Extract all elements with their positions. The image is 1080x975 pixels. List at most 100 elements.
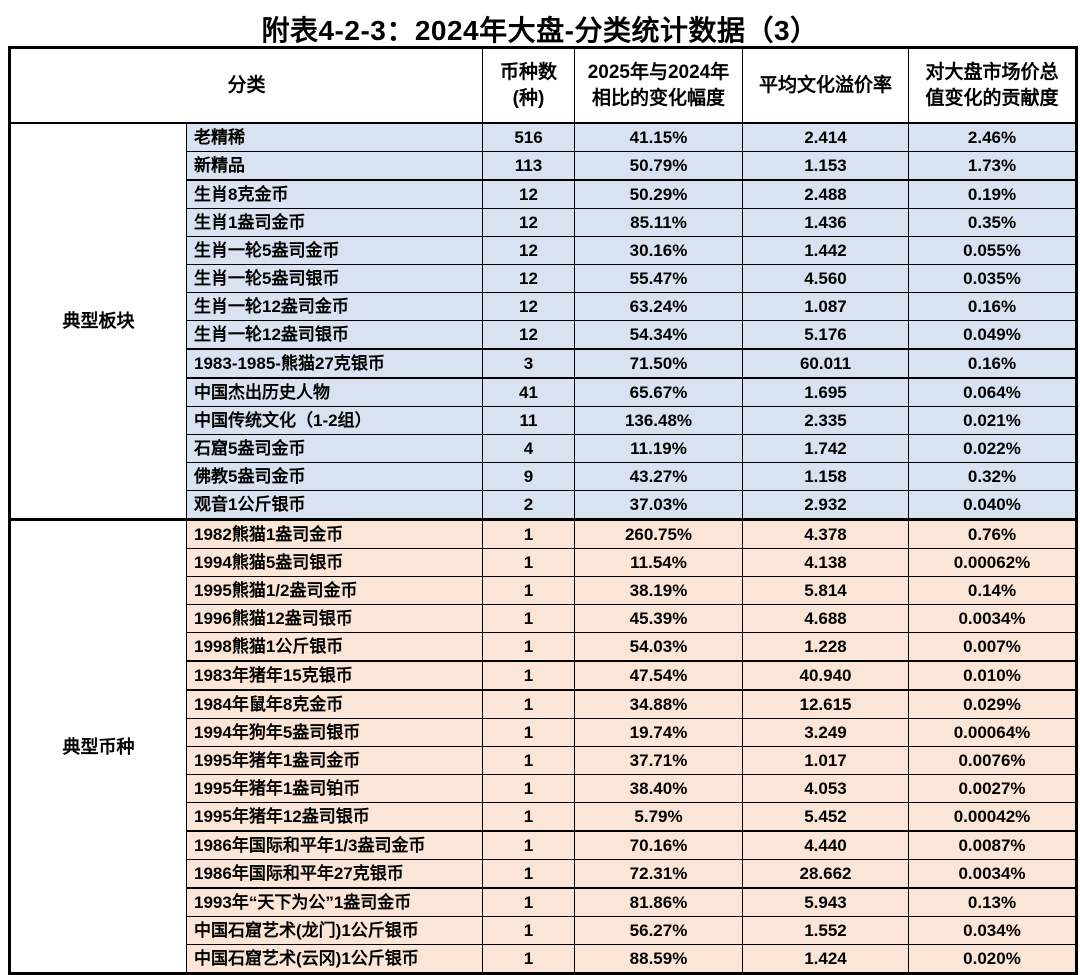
item-name-cell: 1994年狗年5盎司银币 — [186, 718, 483, 747]
item-name-cell: 老精稀 — [186, 122, 483, 152]
count-cell: 1 — [482, 802, 575, 832]
contribution-cell: 0.0034% — [908, 604, 1077, 633]
contribution-cell: 0.0076% — [908, 746, 1077, 775]
change-cell: 38.40% — [574, 774, 743, 803]
premium-cell: 2.335 — [742, 406, 909, 435]
premium-cell: 2.488 — [742, 179, 909, 209]
item-name-cell: 生肖一轮5盎司金币 — [186, 236, 483, 265]
item-name-cell: 佛教5盎司金币 — [186, 462, 483, 491]
item-name-cell: 1994熊猫5盎司银币 — [186, 548, 483, 577]
change-cell: 37.71% — [574, 746, 743, 775]
item-name-cell: 中国石窟艺术(云冈)1公斤银币 — [186, 944, 483, 975]
premium-cell: 4.053 — [742, 774, 909, 803]
premium-cell: 1.158 — [742, 462, 909, 491]
change-cell: 30.16% — [574, 236, 743, 265]
item-name-cell: 1986年国际和平年27克银币 — [186, 859, 483, 889]
table-row: 1995年猪年12盎司银币 1 5.79% 5.452 0.00042% — [10, 802, 1077, 832]
contribution-cell: 0.19% — [908, 179, 1077, 209]
change-cell: 11.19% — [574, 434, 743, 463]
contribution-cell: 0.007% — [908, 632, 1077, 662]
premium-cell: 5.452 — [742, 802, 909, 832]
item-name-cell: 生肖一轮12盎司银币 — [186, 320, 483, 350]
change-cell: 50.29% — [574, 179, 743, 209]
contribution-cell: 0.0027% — [908, 774, 1077, 803]
count-cell: 1 — [482, 660, 575, 691]
change-cell: 65.67% — [574, 377, 743, 407]
contribution-cell: 0.022% — [908, 434, 1077, 463]
contribution-cell: 0.76% — [908, 519, 1077, 549]
count-cell: 1 — [482, 746, 575, 775]
item-name-cell: 生肖一轮12盎司金币 — [186, 292, 483, 321]
item-name-cell: 1995年猪年1盎司金币 — [186, 746, 483, 775]
count-cell: 1 — [482, 944, 575, 975]
change-cell: 38.19% — [574, 576, 743, 605]
item-name-cell: 1983年猪年15克银币 — [186, 660, 483, 691]
contribution-cell: 0.35% — [908, 208, 1077, 237]
item-name-cell: 1982熊猫1盎司金币 — [186, 519, 483, 549]
header-contribution: 对大盘市场价总 值变化的贡献度 — [908, 47, 1077, 124]
contribution-cell: 2.46% — [908, 122, 1077, 152]
change-cell: 88.59% — [574, 944, 743, 975]
contribution-cell: 0.035% — [908, 264, 1077, 293]
count-cell: 113 — [482, 151, 575, 181]
count-cell: 12 — [482, 236, 575, 265]
contribution-cell: 0.040% — [908, 490, 1077, 521]
item-name-cell: 中国杰出历史人物 — [186, 377, 483, 407]
premium-cell: 2.932 — [742, 490, 909, 521]
header-premium: 平均文化溢价率 — [742, 47, 909, 124]
contribution-cell: 0.32% — [908, 462, 1077, 491]
item-name-cell: 1998熊猫1公斤银币 — [186, 632, 483, 662]
premium-cell: 4.378 — [742, 519, 909, 549]
change-cell: 50.79% — [574, 151, 743, 181]
count-cell: 1 — [482, 774, 575, 803]
premium-cell: 5.176 — [742, 320, 909, 350]
table-row: 1995年猪年1盎司铂币 1 38.40% 4.053 0.0027% — [10, 774, 1077, 803]
premium-cell: 5.814 — [742, 576, 909, 605]
premium-cell: 1.153 — [742, 151, 909, 181]
change-cell: 11.54% — [574, 548, 743, 577]
table-row: 生肖一轮12盎司金币 12 63.24% 1.087 0.16% — [10, 292, 1077, 321]
contribution-cell: 0.13% — [908, 887, 1077, 917]
contribution-cell: 0.14% — [908, 576, 1077, 605]
count-cell: 12 — [482, 320, 575, 350]
count-cell: 516 — [482, 122, 575, 152]
count-cell: 1 — [482, 859, 575, 889]
table-row: 1983-1985-熊猫27克银币 3 71.50% 60.011 0.16% — [10, 348, 1077, 379]
count-cell: 1 — [482, 548, 575, 577]
premium-cell: 4.440 — [742, 830, 909, 860]
change-cell: 72.31% — [574, 859, 743, 889]
premium-cell: 4.138 — [742, 548, 909, 577]
table-row: 观音1公斤银币 2 37.03% 2.932 0.040% — [10, 490, 1077, 521]
count-cell: 1 — [482, 887, 575, 917]
item-name-cell: 1983-1985-熊猫27克银币 — [186, 348, 483, 379]
item-name-cell: 中国传统文化（1-2组） — [186, 406, 483, 435]
item-name-cell: 生肖一轮5盎司银币 — [186, 264, 483, 293]
change-cell: 85.11% — [574, 208, 743, 237]
change-cell: 260.75% — [574, 519, 743, 549]
table-row: 生肖一轮12盎司银币 12 54.34% 5.176 0.049% — [10, 320, 1077, 350]
change-cell: 55.47% — [574, 264, 743, 293]
header-row: 分类 币种数 (种) 2025年与2024年 相比的变化幅度 平均文化溢价率 对… — [9, 47, 1077, 124]
change-cell: 63.24% — [574, 292, 743, 321]
contribution-cell: 0.010% — [908, 660, 1077, 691]
contribution-cell: 0.16% — [908, 292, 1077, 321]
table-row: 1994年狗年5盎司银币 1 19.74% 3.249 0.00064% — [10, 718, 1077, 747]
statistics-table: 分类 币种数 (种) 2025年与2024年 相比的变化幅度 平均文化溢价率 对… — [8, 46, 1078, 975]
header-change: 2025年与2024年 相比的变化幅度 — [574, 47, 743, 124]
table-row: 1996熊猫12盎司银币 1 45.39% 4.688 0.0034% — [10, 604, 1077, 633]
count-cell: 1 — [482, 718, 575, 747]
change-cell: 47.54% — [574, 660, 743, 691]
count-cell: 1 — [482, 830, 575, 860]
contribution-cell: 0.029% — [908, 689, 1077, 719]
change-cell: 34.88% — [574, 689, 743, 719]
change-cell: 54.34% — [574, 320, 743, 350]
table-row: 1993年“天下为公”1盎司金币 1 81.86% 5.943 0.13% — [10, 887, 1077, 917]
item-name-cell: 石窟5盎司金币 — [186, 434, 483, 463]
item-name-cell: 1986年国际和平年1/3盎司金币 — [186, 830, 483, 860]
contribution-cell: 0.16% — [908, 348, 1077, 379]
count-cell: 1 — [482, 519, 575, 549]
change-cell: 136.48% — [574, 406, 743, 435]
change-cell: 43.27% — [574, 462, 743, 491]
change-cell: 71.50% — [574, 348, 743, 379]
premium-cell: 5.943 — [742, 887, 909, 917]
